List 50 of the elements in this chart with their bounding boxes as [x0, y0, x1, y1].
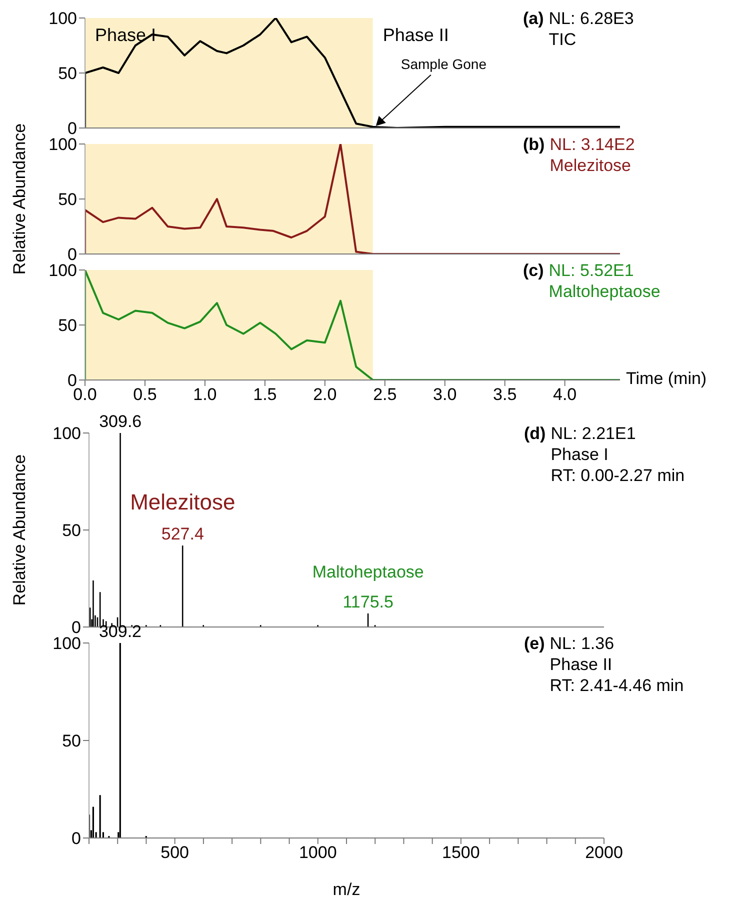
annotation: 309.6: [99, 412, 142, 431]
annotation: NL: 3.14E2: [550, 134, 635, 155]
x-tick-label: 0.0: [73, 385, 97, 404]
x-tick-label: 2000: [585, 843, 623, 862]
x-tick-label: 500: [160, 843, 190, 862]
y-axis-title: Relative Abundance: [10, 454, 30, 606]
x-axis-title: m/z: [332, 880, 360, 898]
annotation: NL: 1.36: [550, 633, 616, 654]
annotation: (b): [523, 134, 545, 155]
y-tick-label: 50: [58, 64, 77, 84]
annotation: Maltoheptaose: [312, 562, 424, 582]
annotation: (e): [524, 633, 545, 654]
annotation: NL: 6.28E3: [548, 8, 634, 29]
x-tick-label: 2.5: [373, 385, 397, 404]
x-tick-label: 3.0: [433, 385, 457, 404]
annotation: (c): [523, 260, 544, 281]
annotation: NL: 5.52E1: [548, 260, 635, 281]
y-tick-label: 50: [58, 190, 77, 210]
annotation: Melezitose: [550, 155, 632, 176]
annotation: NL: 2.21E1: [550, 423, 637, 444]
x-tick-label: 4.0: [553, 385, 577, 404]
annotation: (a): [523, 8, 544, 29]
x-tick-label: 1.5: [253, 385, 277, 404]
y-tick-label: 100: [48, 9, 77, 28]
y-tick-label: 100: [52, 424, 81, 444]
annotation: TIC: [548, 29, 578, 50]
y-tick-label: 0: [72, 829, 81, 848]
annotation: Phase I: [550, 444, 610, 465]
x-tick-label: 3.5: [493, 385, 517, 404]
annotation: 527.4: [161, 524, 204, 544]
x-tick-label: 0.5: [133, 385, 157, 404]
annotation: 1175.5: [342, 592, 394, 612]
annotation: Melezitose: [130, 490, 236, 515]
x-tick-label: 2.0: [313, 385, 337, 404]
annotation: Phase II: [550, 654, 614, 675]
x-tick-label: 1.0: [193, 385, 217, 404]
x-tick-label: 1000: [298, 843, 337, 862]
annotation: (d): [524, 423, 546, 444]
annotation: 309.2: [98, 622, 142, 641]
band-label: Phase II: [382, 24, 449, 45]
y-axis-title: Relative Abundance: [10, 123, 30, 275]
y-tick-label: 50: [58, 316, 77, 336]
x-axis-title: Time (min): [626, 369, 707, 389]
annotation: Sample Gone: [400, 56, 487, 72]
y-tick-label: 50: [62, 521, 81, 540]
y-tick-label: 50: [62, 732, 81, 751]
annotation: RT: 0.00-2.27 min: [550, 465, 685, 486]
annotation: RT: 2.41-4.46 min: [550, 675, 684, 696]
annotation: Maltoheptaose: [548, 281, 660, 302]
x-tick-label: 1500: [442, 843, 480, 862]
